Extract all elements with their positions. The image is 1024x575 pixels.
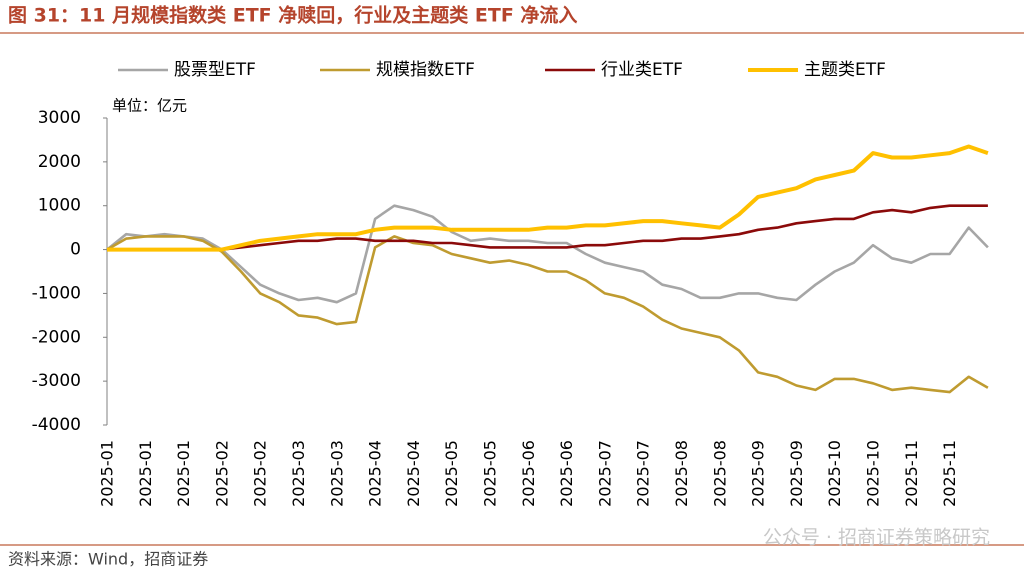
series-line <box>107 144 989 252</box>
x-tick-label: 2025-04 <box>366 440 385 507</box>
x-tick-label: 2025-02 <box>212 440 231 507</box>
x-tick-label: 2025-11 <box>940 440 959 507</box>
series-line <box>106 235 989 394</box>
x-tick-label: 2025-06 <box>557 440 576 507</box>
x-tick-label: 2025-10 <box>825 440 844 507</box>
x-tick-label: 2025-01 <box>136 440 155 507</box>
x-tick-label: 2025-10 <box>864 440 883 507</box>
x-tick-label: 2025-01 <box>98 440 117 507</box>
x-tick-label: 2025-11 <box>902 440 921 507</box>
chart-title: 图 31：11 月规模指数类 ETF 净赎回，行业及主题类 ETF 净流入 <box>8 4 577 27</box>
source: 资料来源：Wind，招商证券 <box>8 550 208 569</box>
x-tick-label: 2025-01 <box>174 440 193 507</box>
y-tick-label: -3000 <box>32 371 81 391</box>
y-tick-label: -4000 <box>32 415 81 435</box>
x-tick-label: 2025-04 <box>404 440 423 507</box>
x-tick-label: 2025-07 <box>634 440 653 507</box>
series-line <box>107 204 988 251</box>
x-tick-label: 2025-05 <box>442 440 461 507</box>
y-tick-label: 2000 <box>38 152 81 172</box>
y-tick-label: 3000 <box>38 108 81 128</box>
x-tick-label: 2025-09 <box>749 440 768 507</box>
x-tick-label: 2025-03 <box>289 440 308 507</box>
legend-label: 行业类ETF <box>601 60 683 80</box>
x-tick-label: 2025-03 <box>327 440 346 507</box>
series-line <box>106 204 989 304</box>
x-tick-label: 2025-08 <box>710 440 729 507</box>
x-tick-label: 2025-08 <box>672 440 691 507</box>
x-tick-label: 2025-09 <box>787 440 806 507</box>
y-tick-label: 1000 <box>38 196 81 216</box>
x-tick-label: 2025-02 <box>251 440 270 507</box>
legend-label: 规模指数ETF <box>376 60 475 80</box>
y-tick-label: -2000 <box>32 327 81 347</box>
x-tick-label: 2025-05 <box>481 440 500 507</box>
y-tick-label: 0 <box>70 240 81 260</box>
legend-label: 股票型ETF <box>174 60 256 80</box>
y-tick-label: -1000 <box>32 283 81 303</box>
unit-label: 单位：亿元 <box>112 97 187 115</box>
legend-label: 主题类ETF <box>804 60 886 80</box>
x-tick-label: 2025-06 <box>519 440 538 507</box>
watermark: 公众号 · 招商证券策略研究 <box>763 527 990 549</box>
x-tick-label: 2025-07 <box>595 440 614 507</box>
